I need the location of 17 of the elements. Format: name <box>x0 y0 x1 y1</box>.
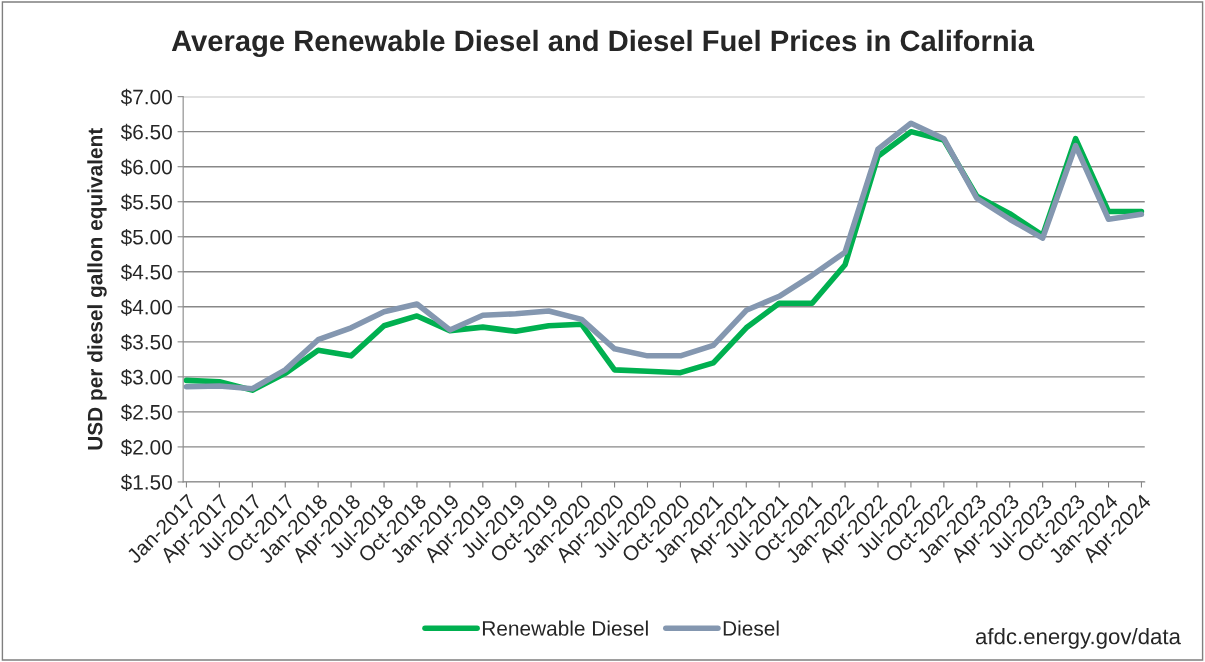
y-tick-label: $1.50 <box>120 474 172 491</box>
y-tick-label: $3.50 <box>120 333 172 351</box>
chart-title: Average Renewable Diesel and Diesel Fuel Prices in California <box>171 29 1035 58</box>
y-tick-label: $4.00 <box>120 298 172 316</box>
y-tick-label: $4.50 <box>120 263 172 281</box>
y-tick-label: $2.00 <box>120 439 172 456</box>
y-tick-label: $7.00 <box>120 88 172 106</box>
y-tick-label: $6.00 <box>120 158 172 176</box>
text: afdc.energy.gov/data <box>975 628 1181 649</box>
legend-label: Renewable Diesel <box>482 620 648 636</box>
y-axis-title: USD per diesel gallon equivalent <box>87 128 107 450</box>
y-tick-label: $3.00 <box>120 368 172 386</box>
y-tick-label: $5.00 <box>120 228 172 246</box>
y-tick-label: $5.50 <box>120 193 172 211</box>
y-tick-label: $6.50 <box>120 123 172 141</box>
y-tick-label: $2.50 <box>120 404 172 421</box>
legend-label: Diesel <box>723 620 779 636</box>
